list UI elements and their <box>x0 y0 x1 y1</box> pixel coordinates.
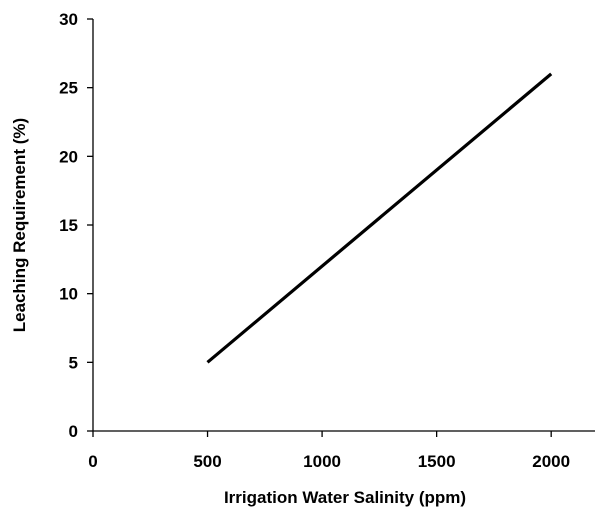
y-tick-label: 0 <box>69 422 78 441</box>
y-tick-label: 25 <box>59 79 78 98</box>
y-axis-title: Leaching Requirement (%) <box>10 118 29 332</box>
y-ticks: 0 5 10 15 20 25 30 <box>59 10 93 441</box>
y-tick-label: 20 <box>59 147 78 166</box>
x-tick-label: 2000 <box>532 452 570 471</box>
x-axis-title: Irrigation Water Salinity (ppm) <box>224 488 466 507</box>
x-ticks: 0 500 1000 1500 2000 <box>88 431 570 471</box>
y-tick-label: 30 <box>59 10 78 29</box>
series-line <box>206 72 553 364</box>
series-layer <box>206 72 553 364</box>
x-tick-label: 1500 <box>418 452 456 471</box>
y-tick-label: 10 <box>59 285 78 304</box>
y-tick-label: 15 <box>59 216 78 235</box>
y-tick-label: 5 <box>69 353 78 372</box>
x-tick-label: 500 <box>193 452 221 471</box>
x-tick-label: 0 <box>88 452 97 471</box>
plot-area: 0 500 1000 1500 2000 0 5 10 15 20 25 30 <box>59 10 595 471</box>
x-tick-label: 1000 <box>303 452 341 471</box>
